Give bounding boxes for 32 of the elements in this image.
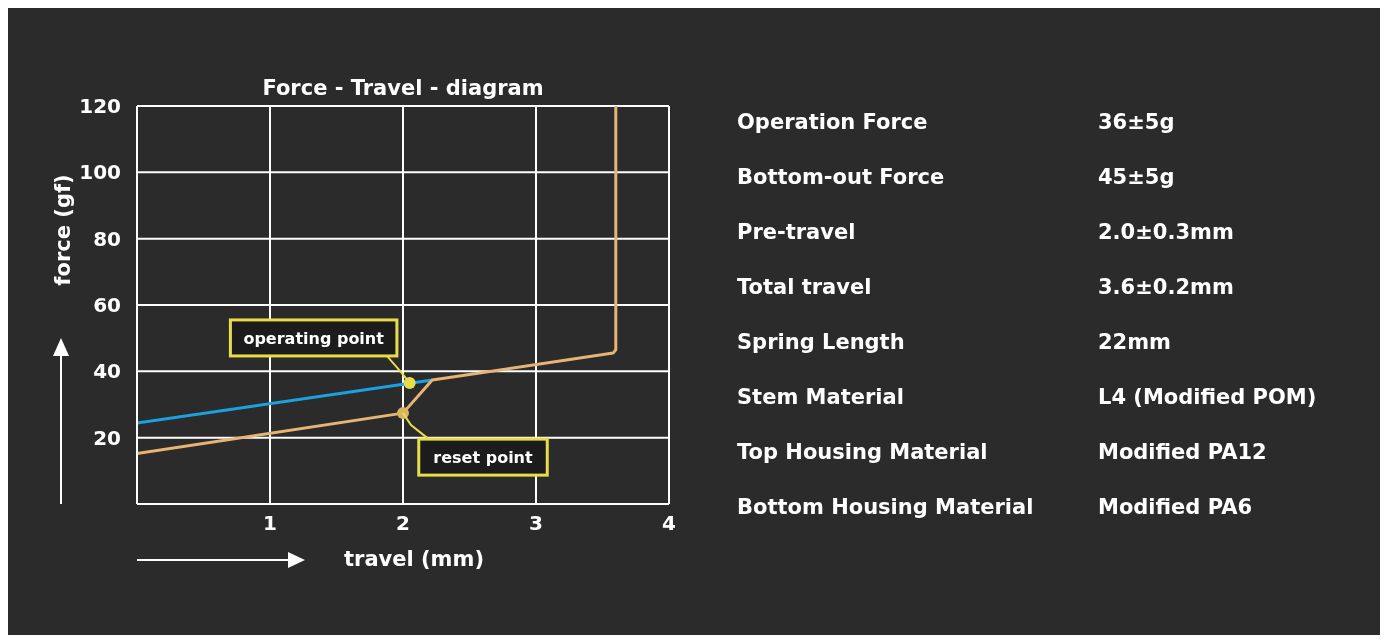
text: Bottom Housing Material [737, 494, 1035, 519]
x-tick-label: 3 [529, 511, 543, 536]
y-tick-label: 20 [93, 425, 121, 450]
x-axis-title: travel (mm) [344, 547, 484, 571]
text: 36±5g [1098, 109, 1175, 134]
text: Modified PA6 [1098, 494, 1253, 519]
y-tick-label: 40 [93, 359, 121, 384]
x-tick-label: 1 [263, 511, 277, 536]
text: Modified PA12 [1098, 439, 1267, 464]
y-tick-label: 100 [79, 160, 121, 185]
text: Bottom-out Force [737, 164, 946, 189]
x-tick-label: 4 [662, 511, 676, 536]
annotation: operating point [243, 328, 385, 348]
text: Pre-travel [737, 219, 857, 244]
y-axis-title: force (gf) [51, 174, 75, 286]
text: Spring Length [737, 329, 906, 354]
text: L4 (Modified POM) [1098, 384, 1317, 409]
y-tick-label: 120 [79, 94, 121, 119]
text: 22mm [1098, 329, 1171, 354]
text: Top Housing Material [737, 439, 989, 464]
text: Stem Material [737, 384, 905, 409]
text: Operation Force [737, 109, 929, 134]
text: 3.6±0.2mm [1098, 274, 1234, 299]
text: 2.0±0.3mm [1098, 219, 1234, 244]
chart-title: Force - Travel - diagram [261, 76, 545, 100]
text: 45±5g [1098, 164, 1175, 189]
text: Total travel [737, 274, 873, 299]
annotation: reset point [433, 448, 533, 468]
y-tick-label: 60 [93, 293, 121, 318]
callout: reset point [402, 412, 549, 477]
y-tick-label: 80 [93, 226, 121, 251]
x-tick-label: 2 [396, 511, 410, 536]
